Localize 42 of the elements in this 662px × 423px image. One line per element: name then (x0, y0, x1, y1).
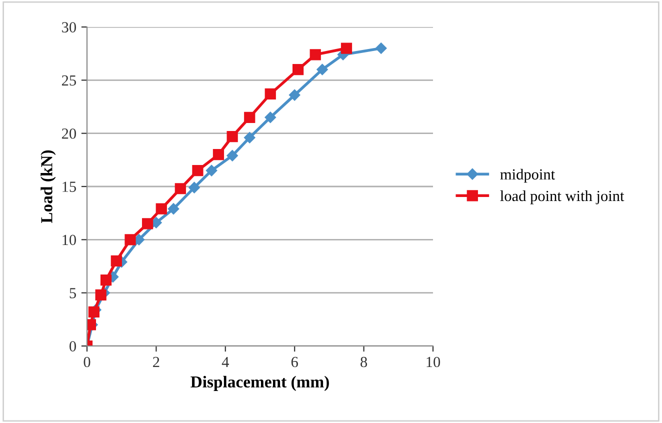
point (174, 183, 186, 194)
legend-label: midpoint (500, 168, 555, 183)
point (188, 182, 200, 194)
point (288, 89, 300, 101)
y-tick-label: 5 (70, 288, 76, 298)
point (226, 130, 238, 142)
y-tick-label: 20 (62, 128, 76, 139)
point (206, 164, 218, 176)
x-tick-label: 6 (291, 356, 298, 368)
point (124, 234, 136, 246)
point (226, 150, 238, 162)
y-tick-label: 10 (62, 234, 76, 246)
point (192, 164, 204, 176)
x-axis-title: Displacement (mm) (190, 376, 329, 391)
point (292, 64, 304, 76)
point (142, 218, 154, 230)
point (110, 255, 122, 266)
point (168, 203, 180, 214)
point (244, 112, 256, 123)
x-tick-label: 8 (360, 356, 368, 368)
y-tick-label: 25 (62, 75, 76, 86)
x-tick-label: 10 (426, 356, 440, 368)
point (212, 149, 224, 160)
point (264, 112, 276, 123)
point (100, 274, 112, 286)
y-tick-label: 30 (62, 22, 76, 32)
point (264, 88, 276, 100)
y-tick-label: 0 (70, 341, 76, 352)
point (88, 306, 100, 318)
x-tick-label: 4 (222, 356, 229, 368)
point (95, 289, 106, 301)
y-axis-title: Load (kN) (40, 150, 56, 224)
point (340, 42, 352, 54)
legend-label: load point with joint (500, 190, 624, 204)
x-tick-label: 0 (84, 356, 90, 368)
point (244, 132, 256, 144)
x-tick-label: 2 (153, 356, 160, 368)
y-tick-label: 15 (62, 182, 76, 192)
point (156, 203, 167, 214)
point (375, 42, 387, 54)
point (310, 49, 321, 60)
point (316, 64, 328, 76)
